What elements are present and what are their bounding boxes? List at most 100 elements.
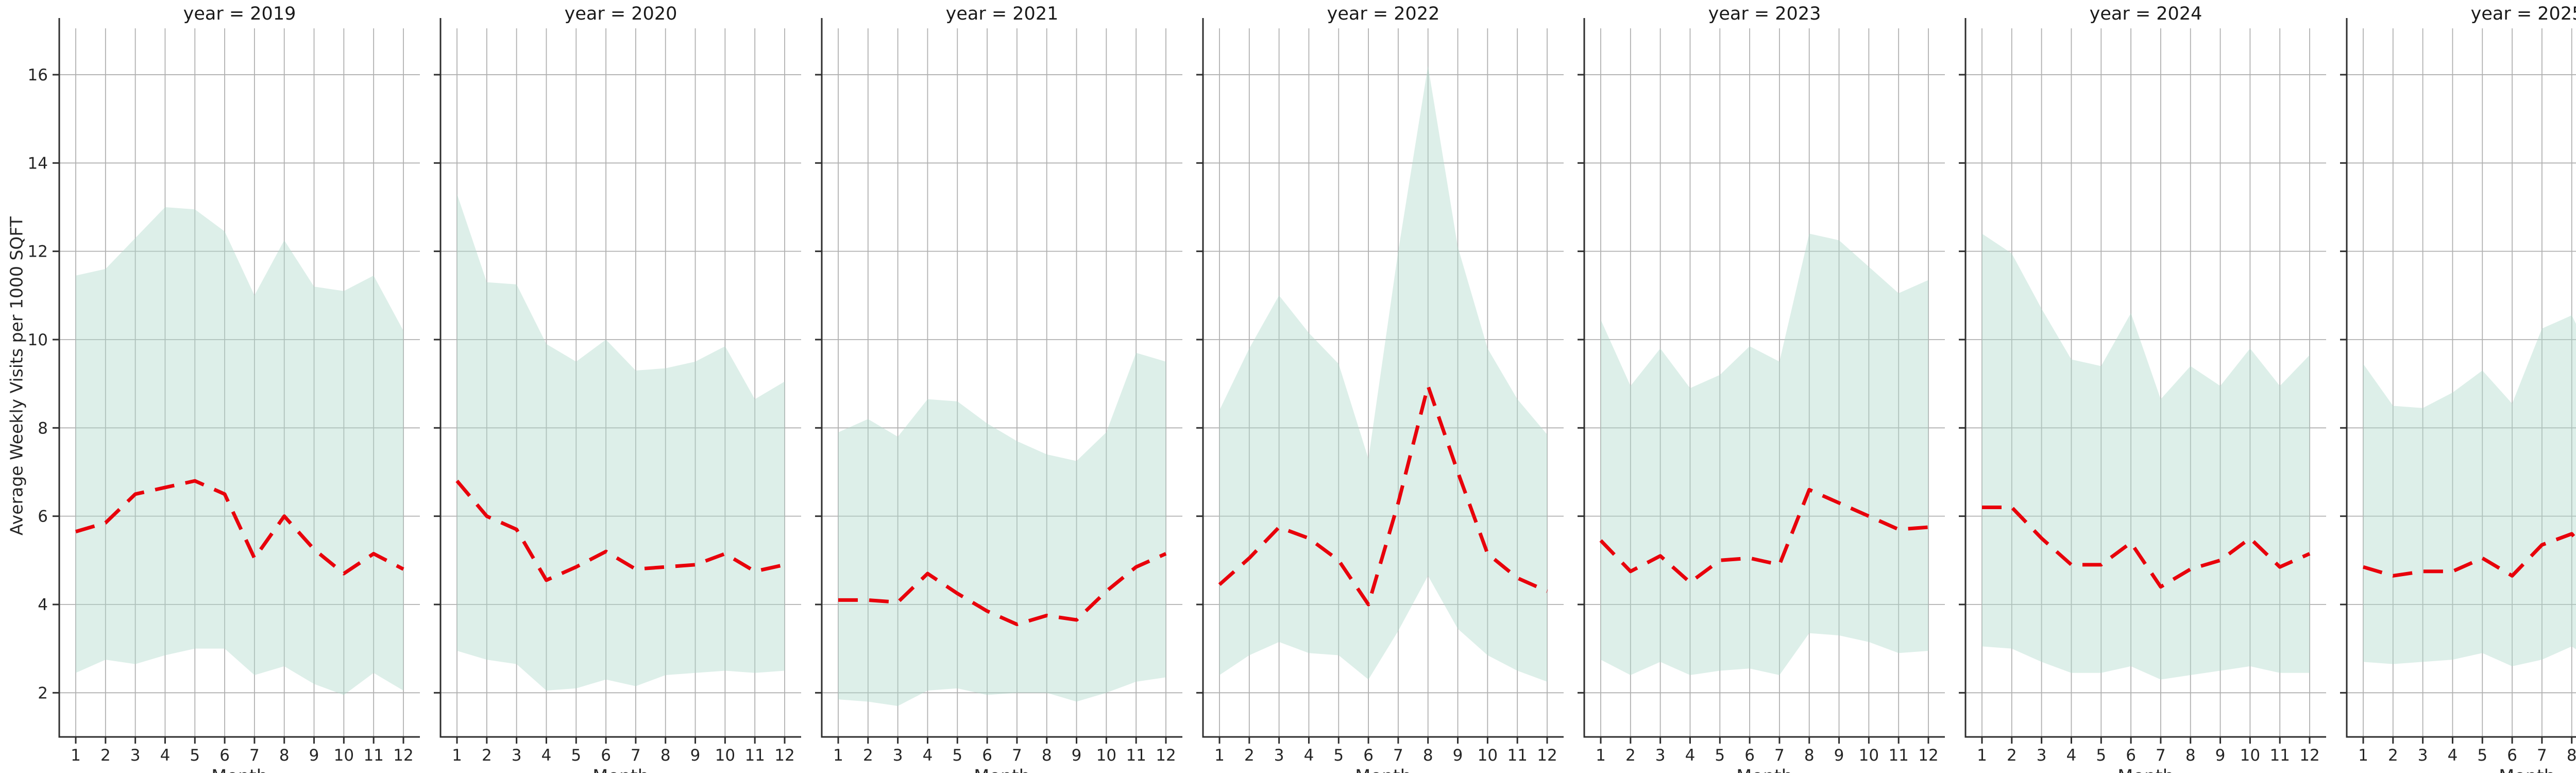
x-tick-label: 6	[982, 746, 992, 765]
x-tick-label: 10	[1096, 746, 1116, 765]
x-tick-label: 1	[2358, 746, 2368, 765]
y-tick-label: 14	[28, 154, 48, 173]
median-line	[1982, 506, 2311, 589]
x-tick-label: 5	[571, 746, 581, 765]
x-tick-label: 3	[893, 746, 903, 765]
plot-area-2023: 123456789101112Monthyear = 2023	[1578, 4, 1945, 773]
x-tick-label: 3	[130, 746, 141, 765]
plot-area-2024: 123456789101112Monthyear = 2024	[1959, 4, 2326, 773]
x-tick-label: 9	[690, 746, 701, 765]
facet-title: year = 2020	[565, 4, 677, 24]
plot-area-2021: 123456789101112Monthyear = 2021	[815, 4, 1182, 773]
x-tick-label: 11	[2269, 746, 2290, 765]
x-tick-label: 2	[1625, 746, 1636, 765]
x-tick-label: 9	[309, 746, 319, 765]
x-tick-label: 5	[1715, 746, 1725, 765]
facet-panel-2020: 123456789101112Monthyear = 2020	[420, 0, 801, 773]
x-tick-label: 4	[923, 746, 933, 765]
y-tick-label: 4	[38, 596, 48, 614]
x-tick-label: 6	[219, 746, 230, 765]
facet-title: year = 2023	[1708, 4, 1821, 24]
plot-area-2019: 246810121416123456789101112Monthyear = 2…	[28, 4, 420, 773]
x-tick-label: 2	[1244, 746, 1255, 765]
x-tick-label: 9	[1072, 746, 1082, 765]
plot-area-2025: 123456789101112Monthyear = 2025	[2340, 4, 2576, 773]
x-tick-label: 12	[1537, 746, 1557, 765]
median-line	[1599, 488, 1929, 584]
x-tick-label: 12	[1918, 746, 1938, 765]
x-axis-label: Month	[1736, 766, 1793, 773]
x-tick-label: 12	[1156, 746, 1176, 765]
facet-title: year = 2019	[183, 4, 296, 24]
x-tick-label: 2	[2007, 746, 2017, 765]
median-line	[75, 479, 404, 576]
x-tick-label: 3	[1655, 746, 1666, 765]
x-tick-label: 10	[1478, 746, 1498, 765]
percentile-band	[2363, 315, 2576, 666]
x-tick-label: 4	[2448, 746, 2458, 765]
y-tick-label: 12	[28, 243, 48, 261]
x-tick-label: 2	[863, 746, 873, 765]
x-tick-label: 12	[774, 746, 794, 765]
x-tick-label: 8	[2185, 746, 2196, 765]
y-tick-label: 16	[28, 66, 48, 85]
y-tick-label: 2	[38, 684, 48, 702]
x-tick-label: 2	[2388, 746, 2398, 765]
x-tick-label: 6	[2507, 746, 2517, 765]
x-tick-label: 5	[2096, 746, 2106, 765]
x-tick-label: 4	[160, 746, 171, 765]
x-tick-label: 8	[1042, 746, 1052, 765]
facet-panel-2022: 123456789101112Monthyear = 2022	[1182, 0, 1564, 773]
facet-panel-2024: 123456789101112Monthyear = 2024	[1945, 0, 2326, 773]
x-tick-label: 6	[601, 746, 611, 765]
y-tick-label: 6	[38, 508, 48, 526]
x-tick-label: 3	[2037, 746, 2047, 765]
x-axis-label: Month	[592, 766, 649, 773]
facet-panel-2025: 123456789101112Monthyear = 2025	[2326, 0, 2576, 773]
x-tick-label: 6	[1363, 746, 1374, 765]
x-tick-label: 10	[2240, 746, 2260, 765]
x-tick-label: 10	[334, 746, 354, 765]
x-tick-label: 8	[1804, 746, 1815, 765]
percentile-band	[1219, 65, 1547, 682]
x-tick-label: 1	[1596, 746, 1606, 765]
facet-panel-2023: 123456789101112Monthyear = 2023	[1564, 0, 1945, 773]
x-tick-label: 7	[1393, 746, 1403, 765]
y-tick-label: 10	[28, 331, 48, 349]
x-tick-label: 12	[393, 746, 413, 765]
facet-panel-2021: 123456789101112Monthyear = 2021	[801, 0, 1182, 773]
plot-area-2022: 123456789101112Monthyear = 2022	[1196, 4, 1564, 773]
median-line	[1218, 384, 1548, 607]
facet-title: year = 2025	[2471, 4, 2576, 24]
x-tick-label: 1	[1214, 746, 1225, 765]
x-tick-label: 11	[1888, 746, 1908, 765]
percentile-band	[1982, 233, 2310, 680]
x-tick-label: 6	[1744, 746, 1755, 765]
x-tick-label: 7	[249, 746, 260, 765]
x-tick-label: 11	[1126, 746, 1146, 765]
x-tick-label: 10	[1859, 746, 1879, 765]
x-tick-label: 3	[512, 746, 522, 765]
x-tick-label: 7	[2537, 746, 2547, 765]
x-tick-label: 4	[1685, 746, 1696, 765]
x-tick-label: 8	[279, 746, 290, 765]
percentile-band	[1601, 233, 1928, 676]
x-tick-label: 1	[452, 746, 462, 765]
x-axis-label: Month	[2499, 766, 2555, 773]
x-tick-label: 11	[744, 746, 765, 765]
x-tick-label: 7	[2156, 746, 2166, 765]
x-tick-label: 2	[482, 746, 492, 765]
x-tick-label: 11	[1507, 746, 1527, 765]
x-tick-label: 9	[2215, 746, 2226, 765]
x-axis-label: Month	[1355, 766, 1412, 773]
x-tick-label: 7	[1012, 746, 1022, 765]
x-tick-label: 10	[715, 746, 735, 765]
x-tick-label: 11	[363, 746, 383, 765]
facet-title: year = 2021	[946, 4, 1059, 24]
x-tick-label: 4	[2066, 746, 2077, 765]
median-line	[455, 479, 785, 582]
median-line	[838, 552, 1167, 627]
x-tick-label: 8	[1423, 746, 1433, 765]
